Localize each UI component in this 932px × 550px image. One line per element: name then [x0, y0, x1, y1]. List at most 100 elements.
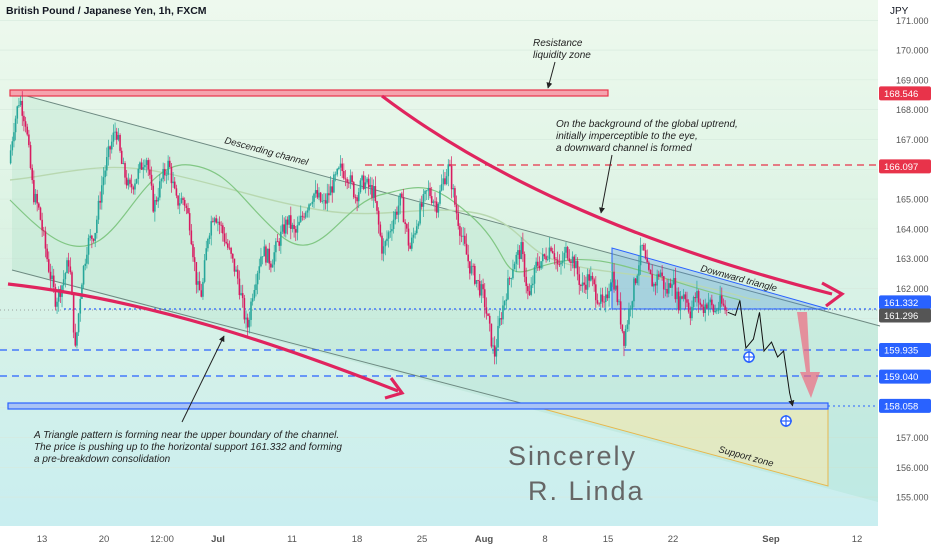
candle-body — [94, 233, 96, 241]
price-level-tags: 168.546 166.097 161.332 161.296 159.935 159.0… — [879, 86, 931, 413]
candle-body — [419, 203, 421, 224]
candle-body — [243, 298, 246, 320]
candle-body — [36, 193, 38, 204]
candle-body — [653, 283, 655, 287]
upper-arc-arrowhead — [821, 281, 845, 308]
candle-body — [467, 254, 469, 262]
candle-body — [629, 308, 632, 310]
candle-body — [696, 291, 698, 299]
candle-body — [119, 135, 121, 151]
candle-body — [455, 204, 458, 214]
candle-body — [91, 235, 93, 239]
y-tick-label: 157.000 — [896, 433, 929, 443]
candle-body — [565, 247, 567, 253]
candle-body — [205, 248, 208, 261]
candle-body — [684, 294, 687, 300]
y-tick-label: 163.000 — [896, 254, 929, 264]
candle-body — [140, 162, 143, 170]
candle-body — [344, 178, 347, 180]
candle-body — [208, 235, 211, 239]
candle-body — [215, 218, 217, 223]
candle-body — [362, 175, 365, 189]
candle-body — [253, 290, 256, 299]
candle-body — [548, 247, 551, 260]
candle-body — [503, 301, 506, 306]
candle-body — [599, 294, 602, 304]
candle-body — [510, 278, 513, 280]
candle-body — [560, 262, 562, 265]
candle-body — [265, 246, 267, 263]
candle-body — [172, 181, 174, 184]
candle-body — [648, 262, 650, 270]
projection-path — [727, 300, 795, 407]
candle-body — [450, 165, 453, 190]
candle-body — [326, 193, 329, 204]
candle-body — [144, 164, 146, 168]
candle-body — [270, 263, 272, 268]
candle-body — [661, 272, 663, 277]
candle-body — [281, 224, 284, 232]
price-tag — [879, 295, 931, 310]
candle-body — [159, 181, 161, 198]
candle-body — [679, 296, 682, 311]
candle-body — [425, 190, 428, 192]
candle-body — [702, 306, 705, 313]
candle-body — [546, 259, 549, 260]
candle-body — [62, 279, 65, 286]
candle-body — [38, 203, 40, 208]
candle-body — [497, 325, 499, 348]
candle-body — [157, 197, 159, 202]
candle-body — [553, 253, 556, 260]
candle-body — [127, 179, 130, 186]
candle-body — [46, 248, 48, 260]
candle-body — [256, 273, 259, 285]
candle-body — [183, 199, 186, 206]
candle-body — [354, 197, 357, 199]
candle-body — [170, 166, 173, 184]
candle-body — [536, 261, 539, 266]
candle-body — [167, 160, 169, 175]
candle-body — [104, 170, 106, 178]
lower-arc-arrowhead — [384, 377, 405, 400]
candle-body — [618, 301, 620, 303]
candle-body — [273, 252, 276, 265]
time-axis[interactable]: 13 20 12:00 Jul 11 18 25 Aug 8 15 22 Sep 12 — [37, 534, 863, 545]
candle-body — [130, 183, 133, 188]
candle-body — [371, 185, 373, 198]
candle-body — [440, 184, 443, 191]
candle-body — [464, 235, 466, 244]
candle-body — [517, 250, 519, 255]
moving-average-slow — [9, 166, 761, 301]
candle-body — [117, 135, 120, 140]
candle-body — [240, 293, 242, 296]
candle-body — [658, 274, 660, 277]
resistance-annotation: Resistance liquidity zone — [533, 38, 591, 61]
candle-body — [314, 190, 317, 194]
candle-body — [444, 178, 446, 185]
candle-body — [628, 308, 630, 325]
candle-body — [195, 262, 198, 285]
candle-body — [309, 203, 312, 205]
candle-body — [16, 106, 19, 119]
resistance-zone-band — [9, 89, 609, 97]
candle-body — [711, 299, 713, 306]
candle-body — [319, 192, 322, 202]
candle-body — [271, 264, 274, 268]
x-tick-label: 20 — [99, 534, 110, 545]
candle-body — [676, 291, 678, 300]
candle-body — [543, 254, 546, 257]
price-tag-label: 159.935 — [884, 346, 918, 357]
candle-body — [112, 132, 115, 142]
x-tick-label: 11 — [287, 534, 297, 545]
x-tick-label: 25 — [417, 534, 428, 545]
candle-body — [334, 174, 337, 176]
price-tag — [879, 308, 931, 323]
price-tag-label: 158.058 — [884, 401, 918, 412]
price-tag-label: 166.097 — [884, 162, 918, 173]
candle-body — [122, 163, 125, 164]
candle-body — [21, 100, 24, 116]
candle-body — [338, 167, 340, 169]
candle-body — [132, 187, 135, 190]
candle-body — [260, 256, 262, 267]
